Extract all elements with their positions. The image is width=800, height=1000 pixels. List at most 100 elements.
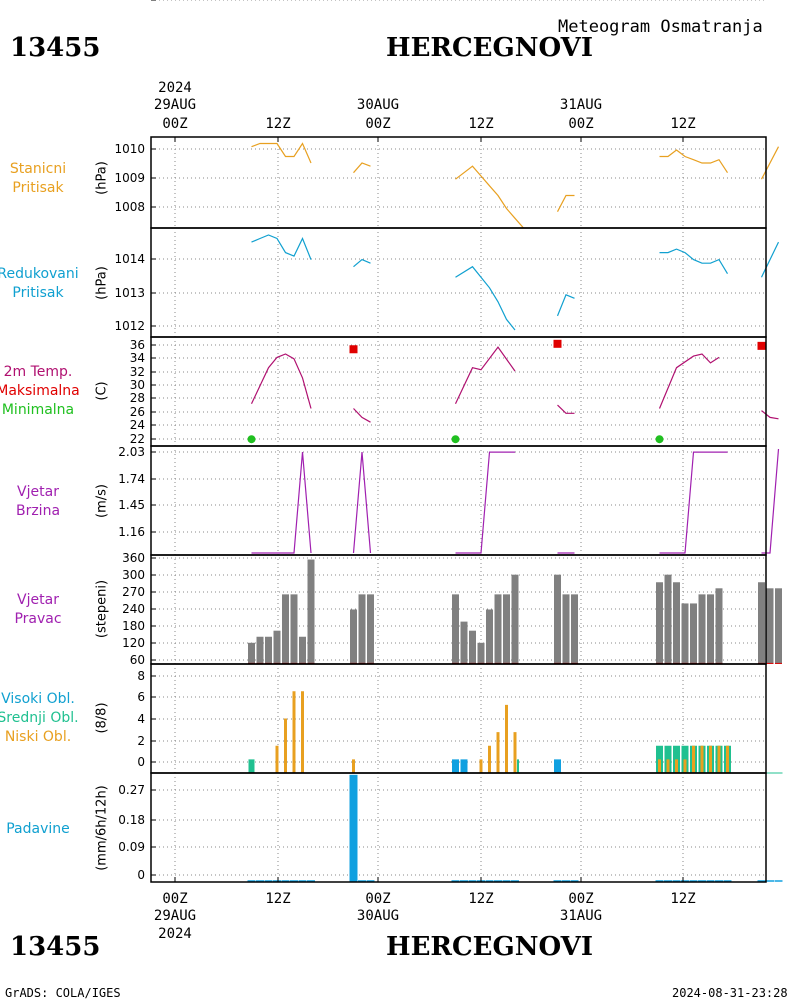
y-tick-label: 1009 (114, 171, 145, 185)
low-cloud-bar (301, 691, 304, 773)
series-line (250, 353, 312, 409)
direction-bar (358, 594, 366, 664)
subtitle: Meteogram Osmatranja (558, 17, 763, 37)
low-cloud-bar (666, 759, 670, 773)
series-line (659, 451, 728, 554)
y-tick-label: 0.27 (118, 783, 145, 797)
series-line (760, 241, 780, 278)
y-axis-label: (8/8) (95, 702, 110, 733)
direction-bar (367, 594, 374, 664)
direction-bar (766, 588, 774, 664)
series-line (353, 162, 371, 174)
panel-label: Vjetar (17, 592, 59, 608)
cloud-bar (452, 759, 459, 773)
cloud-bar (460, 759, 468, 773)
y-tick-label: 26 (130, 405, 145, 419)
series-line (761, 448, 780, 554)
y-axis-label: (stepeni) (95, 580, 110, 638)
low-cloud-bar (700, 745, 704, 773)
precip-bar (349, 774, 358, 882)
series-line (659, 149, 729, 174)
direction-bar (554, 574, 561, 664)
low-cloud-bar (692, 745, 695, 773)
direction-bar (486, 609, 493, 664)
footer-left: GrADS: COLA/IGES (5, 986, 121, 1000)
direction-bar (307, 559, 315, 664)
direction-bar (503, 594, 510, 664)
y-tick-label: 2.03 (118, 445, 145, 459)
y-axis-label: (hPa) (95, 266, 110, 300)
y-tick-label: 34 (130, 351, 145, 365)
hour-tick-bottom: 12Z (468, 891, 493, 907)
date-top: 30AUG (357, 97, 399, 113)
series-line (455, 451, 515, 554)
y-tick-label: 28 (130, 391, 145, 405)
series-line (455, 165, 524, 229)
series-line (659, 248, 729, 275)
y-tick-label: 36 (130, 338, 145, 352)
low-cloud-bar (488, 745, 491, 773)
panel-label: Pritisak (12, 285, 64, 301)
y-tick-label: 4 (137, 712, 145, 726)
hour-tick-bottom: 00Z (162, 891, 187, 907)
panel-label: Pritisak (12, 180, 64, 196)
station-name-bottom: HERCEGNOVI (386, 932, 593, 962)
y-tick-label: 32 (130, 365, 145, 379)
date-bottom: 30AUG (357, 908, 399, 924)
y-tick-label: 0 (137, 0, 145, 3)
high-cloud-bar (248, 759, 255, 773)
hour-tick-top: 12Z (468, 116, 493, 132)
direction-bar (282, 594, 289, 664)
direction-bar (664, 574, 672, 664)
y-axis-label: (m/s) (95, 484, 110, 518)
direction-bar (477, 642, 485, 664)
y-tick-label: 0.18 (118, 813, 145, 827)
low-cloud-bar (275, 745, 279, 773)
year-bottom: 2024 (158, 926, 192, 942)
y-axis-label: (hPa) (95, 161, 110, 195)
low-cloud-bar (284, 718, 287, 773)
direction-bar (256, 636, 264, 664)
y-tick-label: 0.09 (118, 840, 145, 854)
y-tick-label: 60 (130, 653, 145, 667)
series-line (353, 258, 371, 268)
y-tick-label: 1.45 (118, 498, 145, 512)
cloud-bar (554, 759, 561, 773)
min-temp-point (451, 435, 460, 444)
max-temp-point (349, 345, 358, 354)
direction-bar (469, 630, 476, 664)
direction-bar (673, 582, 680, 664)
panel-label: Stanicni (10, 161, 66, 177)
low-cloud-bar (683, 759, 687, 773)
series-line (556, 194, 575, 212)
cloud-bar (517, 759, 519, 773)
direction-bar (265, 636, 272, 664)
series-line (353, 408, 371, 423)
series-line (557, 404, 575, 414)
date-bottom: 31AUG (560, 908, 602, 924)
y-tick-label: 2 (137, 734, 145, 748)
direction-bar (460, 621, 468, 664)
panel-frame (150, 772, 767, 883)
max-temp-point (553, 339, 562, 348)
y-tick-label: 0 (137, 755, 145, 769)
y-tick-label: 300 (122, 568, 145, 582)
direction-bar (273, 630, 281, 664)
series-line (454, 346, 516, 405)
y-tick-label: 6 (137, 690, 145, 704)
hour-tick-top: 00Z (365, 116, 390, 132)
panel-label: Pravac (14, 611, 61, 627)
low-cloud-bar (496, 732, 500, 773)
low-cloud-bar (675, 759, 678, 773)
station-id-bottom: 13455 (10, 932, 100, 962)
low-cloud-bar (505, 704, 508, 773)
station-name: HERCEGNOVI (386, 33, 593, 63)
y-axis-label: (mm/6h/12h) (95, 785, 110, 871)
direction-bar (690, 603, 697, 664)
min-temp-point (655, 435, 664, 444)
series-line (556, 294, 575, 317)
panel-label: Padavine (6, 821, 70, 837)
y-tick-label: 1.74 (118, 472, 145, 486)
panel-label: Minimalna (2, 402, 74, 418)
